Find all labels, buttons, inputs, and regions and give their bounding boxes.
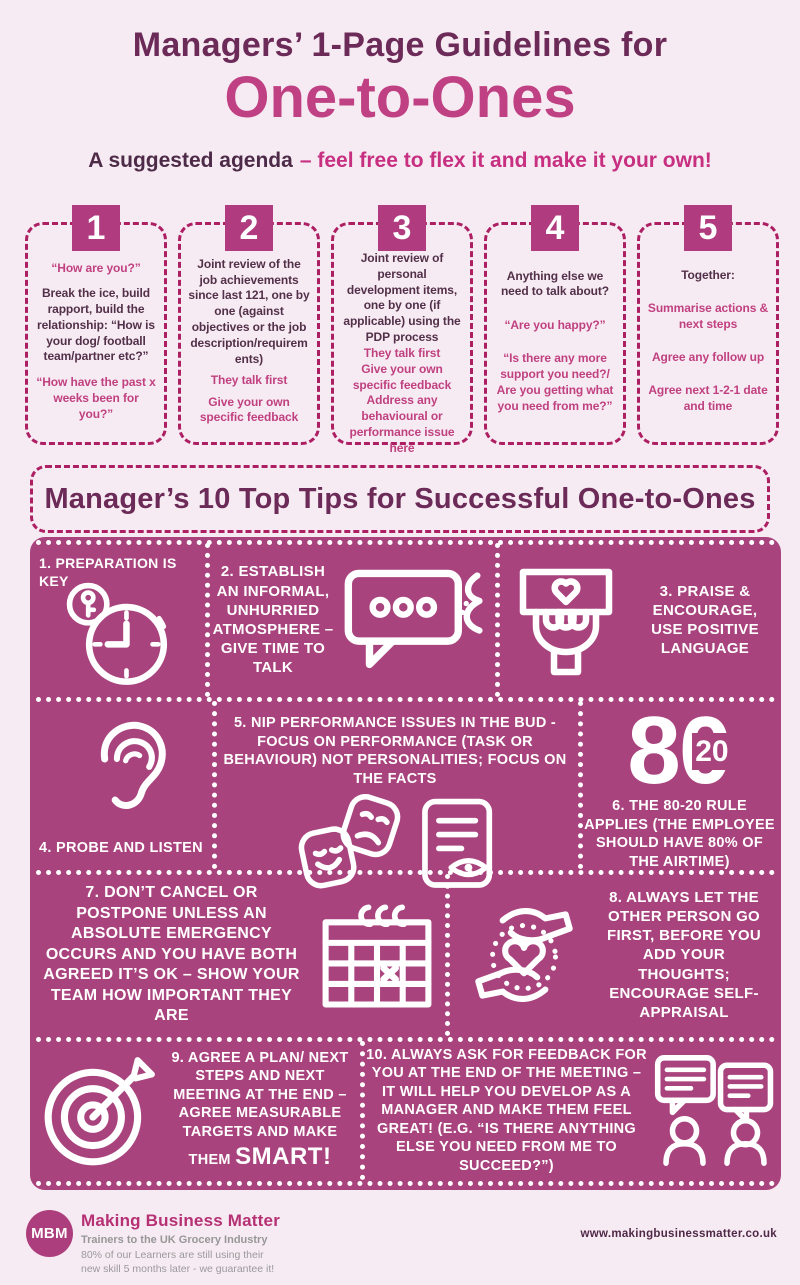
agenda-step-2: 2 Joint review of the job achievements s… (178, 205, 320, 445)
company-claim-line2: new skill 5 months later - we guarantee … (81, 1263, 275, 1275)
website-url: www.makingbusinessmatter.co.uk (580, 1228, 777, 1240)
agenda-intro-dark: A suggested agenda (88, 149, 293, 172)
step-number-badge: 4 (531, 205, 579, 251)
tips-heading-box: Manager’s 10 Top Tips for Successful One… (30, 465, 770, 533)
eighty-twenty-graphic: 8020 (578, 703, 781, 799)
divider (495, 543, 500, 697)
agenda-step-1: 1 “How are you?” Break the ice, build ra… (25, 205, 167, 445)
footer-text: Making Business Matter Trainers to the U… (81, 1211, 280, 1275)
tip-cell-3: 3. PRAISE & ENCOURAGE, USE POSITIVE LANG… (495, 543, 781, 697)
divider (205, 543, 210, 697)
step-body: “How are you?” Break the ice, build rapp… (28, 225, 164, 442)
step-text: Agree next 1-2-1 date and time (648, 383, 768, 413)
tip-cell-5: 5. NIP PERFORMANCE ISSUES IN THE BUD - F… (212, 701, 578, 889)
agenda-step-4: 4 Anything else we need to talk about? “… (484, 205, 626, 445)
tip-cell-2: 2. ESTABLISH AN INFORMAL, UNHURRIED ATMO… (205, 543, 495, 697)
divider (445, 874, 450, 1036)
agenda-step-3: 3 Joint review of personal development i… (331, 205, 473, 455)
step-body: Together: Summarise actions & next steps… (640, 225, 776, 442)
divider (36, 1181, 775, 1186)
tip-cell-6: 8020 6. THE 80-20 RULE APPLIES (THE EMPL… (578, 701, 781, 870)
agenda-intro: A suggested agenda – feel free to flex it… (0, 149, 800, 173)
step-text: Summarise actions & next steps (647, 301, 769, 332)
step-text: Address any behavioural or performance i… (349, 393, 455, 455)
tip-label-10: 10. ALWAYS ASK FOR FEEDBACK FOR YOU AT T… (366, 1046, 647, 1174)
step-text: “Is there any more support you need?/ Ar… (496, 351, 614, 413)
step-number-badge: 3 (378, 205, 426, 251)
agenda-step-5: 5 Together: Summarise actions & next ste… (637, 205, 779, 445)
step-text: Anything else we need to talk about? (500, 268, 610, 299)
step-text: Give your own specific feedback (199, 394, 299, 425)
tip-cell-10: 10. ALWAYS ASK FOR FEEDBACK FOR YOU AT T… (360, 1041, 781, 1180)
tip-cell-9: 9. AGREE A PLAN/ NEXT STEPS AND NEXT MEE… (30, 1041, 360, 1180)
tip-cell-8: 8. ALWAYS LET THE OTHER PERSON GO FIRST,… (445, 874, 781, 1036)
mbm-logo: MBM (26, 1210, 73, 1257)
ear-icon (100, 721, 166, 809)
step-number-badge: 1 (72, 205, 120, 251)
tip-label-6: 6. THE 80-20 RULE APPLIES (THE EMPLOYEE … (584, 798, 775, 870)
people-chat-icon (654, 1055, 773, 1166)
page-title-line2: One-to-Ones (224, 65, 576, 130)
tips-grid: 1. PREPARATION IS KEY 2. ESTABLISH AN IN… (30, 537, 781, 1190)
step-number-badge: 5 (684, 205, 732, 251)
twenty-number: 20 (692, 733, 732, 770)
tip-label-8: 8. ALWAYS LET THE OTHER PERSON GO FIRST,… (606, 888, 761, 1021)
tip-label-4: 4. PROBE AND LISTEN (39, 840, 203, 857)
theatre-masks-icon (298, 794, 401, 889)
step-text: Give your own specific feedback (352, 361, 452, 392)
step-number-badge: 2 (225, 205, 273, 251)
tip-label-3: 3. PRAISE & ENCOURAGE, USE POSITIVE LANG… (651, 582, 759, 658)
praise-sign-icon (519, 568, 613, 676)
tip-label-1: 1. PREPARATION IS KEY (39, 555, 177, 589)
tip-label-5: 5. NIP PERFORMANCE ISSUES IN THE BUD - F… (223, 715, 567, 787)
step-text: Joint review of the job achievements sin… (188, 256, 310, 366)
step-text: Break the ice, build rapport, build the … (37, 286, 155, 364)
tip-cell-4: 4. PROBE AND LISTEN (30, 701, 212, 869)
divider (36, 540, 775, 545)
tip-cell-7: 7. DON’T CANCEL OR POSTPONE UNLESS AN AB… (30, 874, 445, 1036)
step-text: Joint review of personal development ite… (343, 251, 461, 345)
step-text: They talk first (210, 373, 288, 388)
step-text: “How are you?” (51, 260, 141, 275)
company-claim-line1: 80% of our Learners are still using thei… (81, 1248, 264, 1261)
step-body: Joint review of personal development ite… (334, 225, 470, 455)
divider (360, 1041, 365, 1180)
smart-emphasis: SMART! (235, 1142, 332, 1170)
clock-key-icon (66, 582, 168, 685)
step-body: Anything else we need to talk about? “Ar… (487, 225, 623, 442)
company-name: Making Business Matter (81, 1211, 281, 1230)
divider (578, 701, 583, 869)
agenda-intro-pink: – feel free to flex it and make it your … (299, 149, 712, 172)
tips-heading: Manager’s 10 Top Tips for Successful One… (44, 482, 756, 515)
hands-heart-icon (475, 908, 573, 1002)
divider (212, 701, 217, 869)
company-tagline: Trainers to the UK Grocery Industry (81, 1234, 268, 1246)
step-text: “How have the past x weeks been for you?… (36, 374, 156, 421)
target-dart-icon (44, 1056, 155, 1165)
step-body: Joint review of the job achievements sin… (181, 225, 317, 442)
step-text: “Are you happy?” (504, 317, 606, 332)
calendar-icon (322, 904, 431, 1008)
tip-label-9: 9. AGREE A PLAN/ NEXT STEPS AND NEXT MEE… (171, 1049, 349, 1170)
divider (36, 870, 775, 875)
tip-label-2: 2. ESTABLISH AN INFORMAL, UNHURRIED ATMO… (212, 563, 334, 677)
divider (36, 1037, 775, 1042)
step-text: Together: (681, 268, 735, 283)
step-text: They talk first (363, 345, 441, 360)
page-title-line1: Managers’ 1-Page Guidelines for (132, 26, 668, 64)
speech-bubble-icon (344, 569, 483, 668)
divider (36, 697, 775, 702)
tip-label-7: 7. DON’T CANCEL OR POSTPONE UNLESS AN AB… (43, 884, 300, 1025)
step-text: Agree any follow up (651, 350, 765, 365)
tip-cell-1: 1. PREPARATION IS KEY (30, 543, 205, 697)
document-eye-icon (422, 798, 493, 888)
